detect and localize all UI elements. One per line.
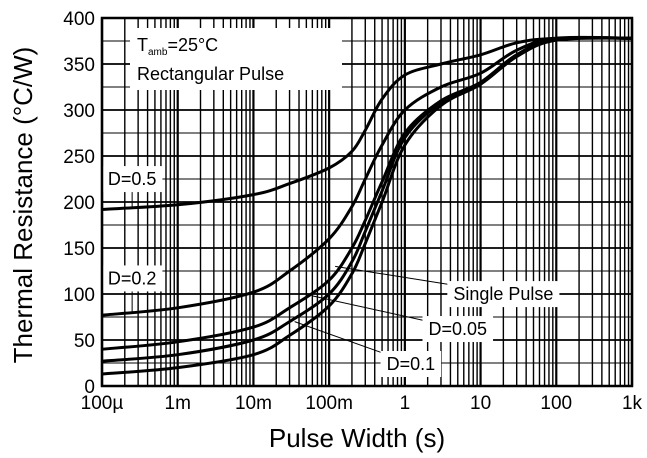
series-lines	[101, 35, 633, 376]
callout-box-d-0-05	[422, 316, 494, 343]
callout-box-single-pulse	[447, 281, 560, 308]
y-tick-label: 350	[63, 55, 95, 76]
callout-label-d-0-1: D=0.1	[387, 354, 436, 374]
callout-label-single-pulse: Single Pulse	[453, 284, 553, 304]
callout-label-d-0-5: D=0.5	[108, 169, 157, 189]
series-line-single-pulse	[101, 36, 633, 376]
series-callouts: D=0.5 D=0.2 Single Pulse D=0.05 D=0.1	[101, 166, 560, 377]
y-tick-label: 0	[84, 377, 95, 398]
callout-box-d-0-2	[101, 265, 163, 292]
callout-box-d-0-1	[380, 351, 442, 377]
series-line-d-0-2	[101, 35, 633, 317]
series-line-d-0-05	[101, 36, 633, 363]
conditions-pulse: Rectangular Pulse	[137, 64, 284, 84]
x-axis-title: Pulse Width (s)	[269, 423, 445, 453]
y-axis-title: Thermal Resistance (°C/W)	[8, 47, 38, 364]
x-tick-label: 1m	[165, 393, 191, 414]
conditions-box: Tamb=25°C Rectangular Pulse	[130, 28, 342, 90]
y-tick-label: 200	[63, 193, 95, 214]
x-tick-label: 100µ	[81, 393, 124, 414]
conditions-temperature: Tamb=25°C	[137, 35, 218, 58]
x-tick-label: 1	[400, 393, 411, 414]
x-tick-label: 10m	[235, 393, 272, 414]
x-tick-label: 10	[470, 393, 491, 414]
temp-value: =25°C	[167, 35, 218, 55]
temp-subscript: amb	[148, 47, 168, 58]
y-tick-label: 250	[63, 147, 95, 168]
y-tick-label: 300	[63, 101, 95, 122]
y-tick-label: 150	[63, 239, 95, 260]
y-tick-label: 50	[74, 331, 95, 352]
y-tick-label: 400	[63, 9, 95, 30]
x-tick-label: 100m	[305, 393, 353, 414]
plot-frame	[100, 16, 634, 388]
temp-symbol: T	[137, 35, 148, 55]
x-tick-label: 100	[540, 393, 572, 414]
callout-box-d-0-5	[101, 166, 163, 193]
x-tick-label: 1k	[622, 393, 643, 414]
callout-label-d-0-2: D=0.2	[108, 268, 157, 288]
conditions-box-bg	[130, 28, 342, 90]
series-line-d-0-5	[101, 36, 633, 211]
callout-label-d-0-05: D=0.05	[429, 319, 488, 339]
y-tick-label: 100	[63, 285, 95, 306]
tick-labels: 100µ 1m 10m 100m 1 10 100 1k 0 50 100 150 200 250 300 3…	[63, 9, 642, 414]
